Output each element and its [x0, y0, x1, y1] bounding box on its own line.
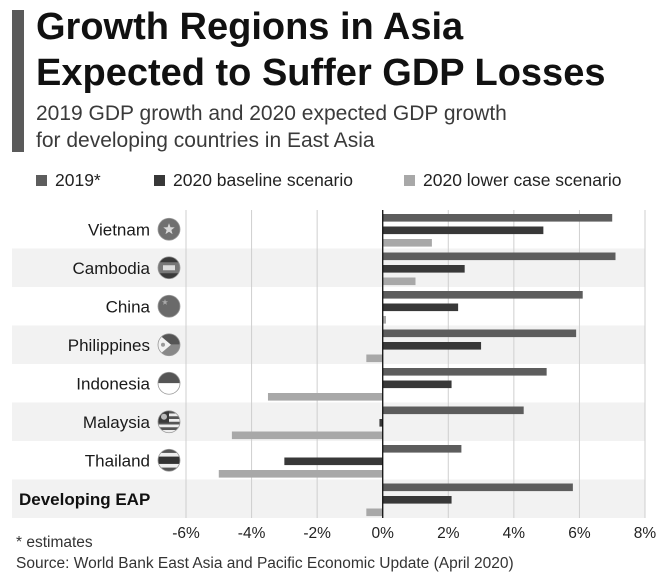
- subtitle-line-2: for developing countries in East Asia: [36, 129, 375, 152]
- x-tick-label: 4%: [503, 525, 526, 540]
- bar-philippines-series-0: [382, 329, 577, 338]
- philippines-flag-icon: [157, 333, 181, 357]
- bar-vietnam-series-1: [382, 226, 544, 235]
- vietnam-flag-icon: [157, 217, 181, 241]
- indonesia-flag-icon: [157, 371, 181, 395]
- category-label-china: China: [106, 297, 151, 316]
- chart-subtitle: 2019 GDP growth and 2020 expected GDP gr…: [36, 100, 646, 154]
- bar-cambodia-series-2: [382, 277, 416, 286]
- x-tick-label: -6%: [172, 525, 200, 540]
- legend-item-baseline: 2020 baseline scenario: [154, 170, 353, 191]
- bar-indonesia-series-2: [267, 393, 383, 401]
- thailand-flag-icon: [157, 448, 181, 472]
- bar-thailand-series-2: [218, 470, 383, 478]
- footnote: * estimates: [16, 534, 93, 551]
- subtitle-line-1: 2019 GDP growth and 2020 expected GDP gr…: [36, 102, 507, 125]
- bar-indonesia-series-1: [382, 380, 452, 389]
- legend: 2019* 2020 baseline scenario 2020 lower …: [36, 170, 656, 196]
- category-label-developing-eap: Developing EAP: [19, 490, 150, 509]
- bar-malaysia-series-2: [231, 431, 383, 440]
- china-flag-icon: [157, 294, 181, 318]
- bar-cambodia-series-1: [382, 265, 465, 273]
- bar-china-series-1: [382, 303, 459, 312]
- legend-swatch-2019: [36, 175, 47, 186]
- source-text: World Bank East Asia and Pacific Economi…: [73, 555, 514, 572]
- category-label-indonesia: Indonesia: [76, 374, 150, 393]
- legend-swatch-lower: [404, 175, 415, 186]
- bar-philippines-series-1: [382, 342, 482, 350]
- x-tick-label: -2%: [303, 525, 331, 540]
- bar-developing-eap-series-1: [382, 496, 452, 504]
- x-tick-label: 2%: [437, 525, 460, 540]
- x-tick-label: -4%: [238, 525, 266, 540]
- legend-label-lower: 2020 lower case scenario: [423, 170, 622, 190]
- chart-title: Growth Regions in Asia Expected to Suffe…: [36, 4, 646, 96]
- category-label-cambodia: Cambodia: [73, 259, 151, 278]
- x-tick-label: 8%: [634, 525, 657, 540]
- bar-indonesia-series-0: [382, 368, 547, 376]
- bar-cambodia-series-0: [382, 252, 616, 261]
- x-tick-label: 0%: [372, 525, 395, 540]
- bar-philippines-series-2: [366, 354, 383, 363]
- title-line-1: Growth Regions in Asia: [36, 6, 464, 48]
- source-note: Source: World Bank East Asia and Pacific…: [16, 555, 514, 572]
- legend-label-2019: 2019*: [55, 170, 101, 190]
- bar-vietnam-series-0: [382, 214, 613, 222]
- bar-thailand-series-0: [382, 445, 462, 453]
- bar-developing-eap-series-0: [382, 483, 573, 492]
- bar-malaysia-series-1: [379, 419, 383, 427]
- bar-developing-eap-series-2: [366, 508, 383, 517]
- category-label-thailand: Thailand: [85, 451, 150, 470]
- bar-thailand-series-1: [284, 457, 383, 466]
- x-tick-label: 6%: [568, 525, 591, 540]
- category-label-malaysia: Malaysia: [83, 413, 151, 432]
- cambodia-flag-icon: [157, 256, 181, 280]
- legend-item-lower: 2020 lower case scenario: [404, 170, 621, 191]
- malaysia-flag-icon: [157, 410, 181, 434]
- accent-bar: [12, 10, 24, 152]
- bar-vietnam-series-2: [382, 239, 432, 247]
- legend-item-2019: 2019*: [36, 170, 101, 191]
- legend-label-baseline: 2020 baseline scenario: [173, 170, 353, 190]
- legend-swatch-baseline: [154, 175, 165, 186]
- bar-china-series-0: [382, 291, 583, 299]
- category-label-vietnam: Vietnam: [88, 220, 150, 239]
- bar-chart: -6% -4% -2% 0% 2% 4% 6% 8% Vietnam Cambodia China P…: [12, 210, 657, 540]
- title-line-2: Expected to Suffer GDP Losses: [36, 52, 606, 94]
- category-label-philippines: Philippines: [68, 336, 150, 355]
- bar-china-series-2: [382, 316, 386, 324]
- bar-malaysia-series-0: [382, 406, 524, 415]
